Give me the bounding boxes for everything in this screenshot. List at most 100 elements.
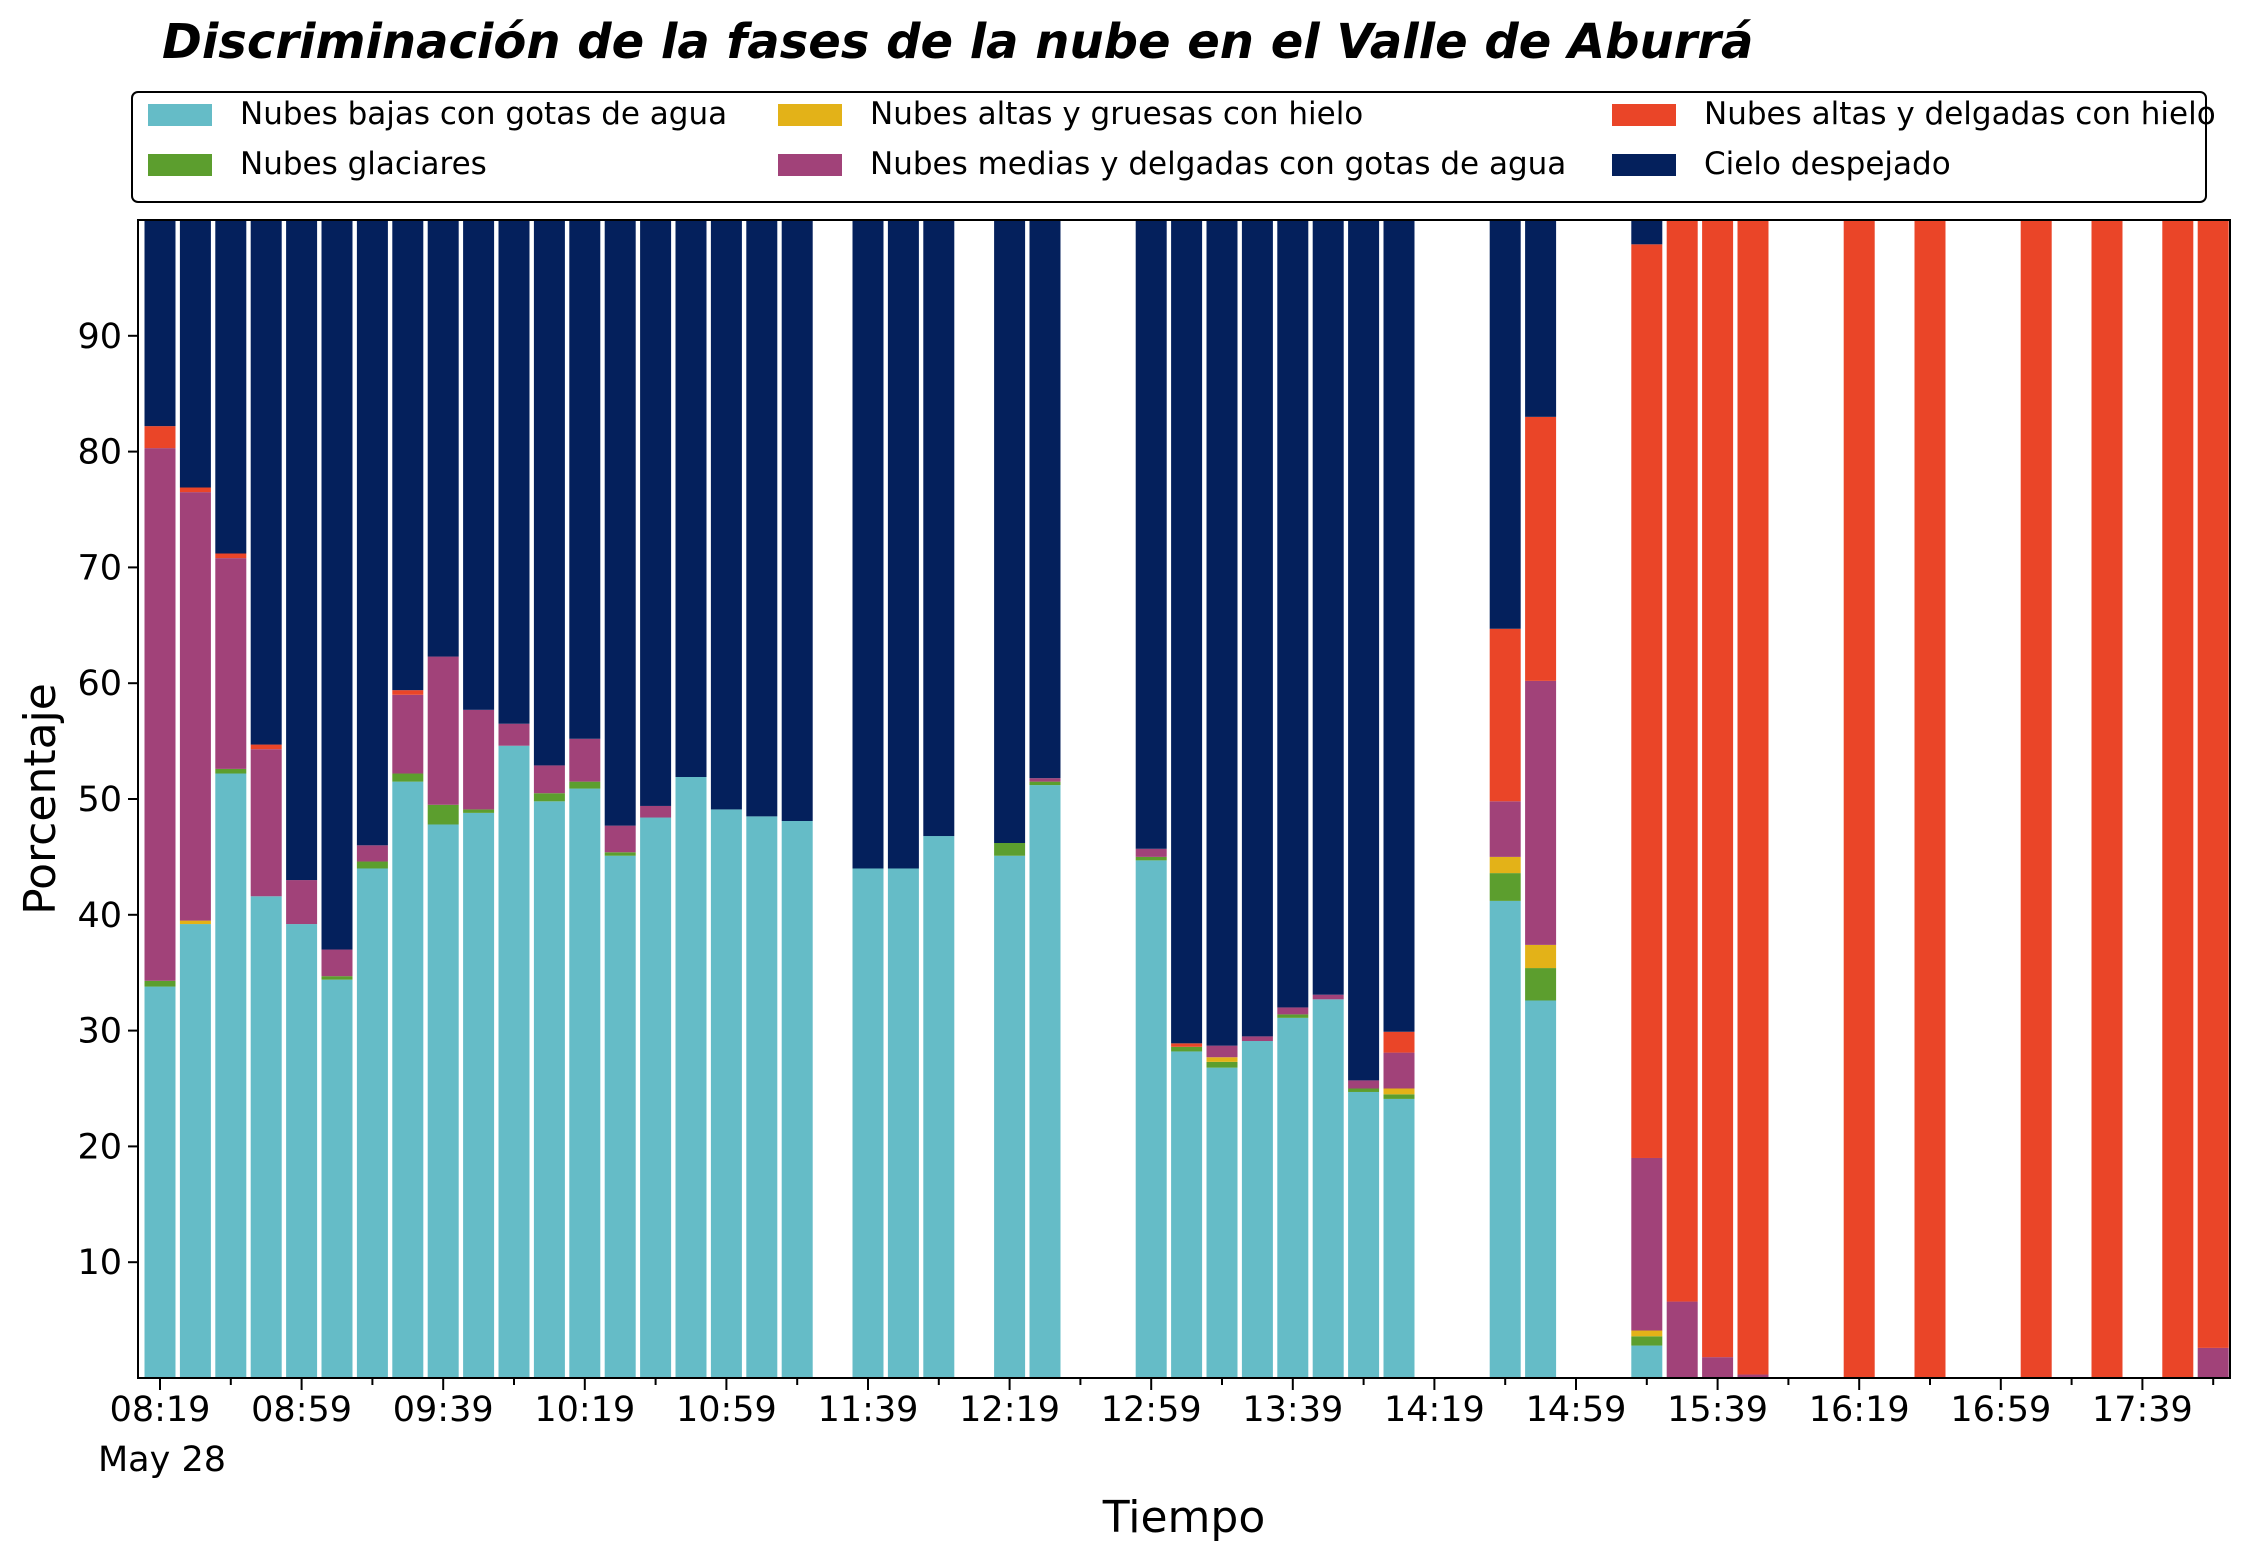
bar-nubes-bajas-con-gotas-de-agua-0829 xyxy=(179,924,211,1378)
bar-nubes-bajas-con-gotas-de-agua-1519 xyxy=(1631,1345,1663,1378)
bar-nubes-medias-y-delgadas-con-gotas-de-agua-1019 xyxy=(569,738,601,782)
bar-cielo-despejado-1519 xyxy=(1631,220,1663,245)
bar-nubes-bajas-con-gotas-de-agua-1409 xyxy=(1383,1098,1415,1378)
bar-nubes-medias-y-delgadas-con-gotas-de-agua-1009 xyxy=(533,765,565,794)
x-tick-label: 16:19 xyxy=(1809,1390,1910,1430)
bar-nubes-medias-y-delgadas-con-gotas-de-agua-0859 xyxy=(286,880,318,925)
bar-cielo-despejado-1019 xyxy=(569,220,601,739)
bar-nubes-bajas-con-gotas-de-agua-1349 xyxy=(1312,999,1344,1378)
bar-nubes-medias-y-delgadas-con-gotas-de-agua-0929 xyxy=(392,694,424,774)
bar-cielo-despejado-0819 xyxy=(144,220,176,427)
bar-cielo-despejado-1119 xyxy=(781,220,813,821)
bar-nubes-glaciares-0919 xyxy=(356,861,388,869)
bar-cielo-despejado-1049 xyxy=(675,220,707,777)
bar-cielo-despejado-1329 xyxy=(1241,220,1273,1037)
legend-label-nubes-medias-y-delgadas-con-gotas-de-agua: Nubes medias y delgadas con gotas de agu… xyxy=(870,146,1566,182)
legend-swatch-cielo-despejado xyxy=(1612,154,1676,176)
legend-swatch-nubes-medias-y-delgadas-con-gotas-de-agua xyxy=(778,154,842,176)
y-tick-label: 10 xyxy=(77,1243,122,1283)
date-label: May 28 xyxy=(98,1440,226,1480)
x-tick-label: 12:19 xyxy=(959,1390,1060,1430)
bar-nubes-bajas-con-gotas-de-agua-0849 xyxy=(250,896,282,1378)
legend-label-nubes-glaciares: Nubes glaciares xyxy=(240,146,487,182)
bar-nubes-altas-y-delgadas-con-hielo-1539 xyxy=(1702,220,1734,1358)
y-axis-label: Porcentaje xyxy=(15,683,66,915)
x-tick-label: 14:59 xyxy=(1526,1390,1627,1430)
bar-nubes-bajas-con-gotas-de-agua-1149 xyxy=(887,868,919,1378)
bar-nubes-bajas-con-gotas-de-agua-1159 xyxy=(923,836,955,1378)
bar-nubes-bajas-con-gotas-de-agua-1039 xyxy=(640,817,672,1378)
bar-nubes-glaciares-1449 xyxy=(1525,968,1557,1001)
chart-title: Discriminación de la fases de la nube en… xyxy=(162,14,1753,70)
legend-label-nubes-bajas-con-gotas-de-agua: Nubes bajas con gotas de agua xyxy=(240,96,727,132)
bar-nubes-glaciares-1359 xyxy=(1348,1088,1380,1092)
bar-cielo-despejado-1259 xyxy=(1135,220,1167,849)
bar-nubes-medias-y-delgadas-con-gotas-de-agua-1039 xyxy=(640,805,672,818)
bar-nubes-bajas-con-gotas-de-agua-0819 xyxy=(144,986,176,1378)
bar-cielo-despejado-1339 xyxy=(1277,220,1309,1008)
bar-nubes-glaciares-0929 xyxy=(392,773,424,782)
bar-cielo-despejado-1159 xyxy=(923,220,955,837)
bar-cielo-despejado-1449 xyxy=(1525,220,1557,417)
y-tick-label: 40 xyxy=(77,896,122,936)
bar-cielo-despejado-0939 xyxy=(427,220,459,657)
bar-cielo-despejado-1219 xyxy=(994,220,1026,843)
bar-nubes-glaciares-1009 xyxy=(533,793,565,802)
bar-nubes-bajas-con-gotas-de-agua-0909 xyxy=(321,979,353,1378)
y-axis: 10 20 30 40 50 60 70 80 90 xyxy=(77,317,138,1283)
y-tick-label: 70 xyxy=(77,548,122,588)
y-tick-label: 30 xyxy=(77,1012,122,1052)
bar-nubes-bajas-con-gotas-de-agua-1259 xyxy=(1135,860,1167,1378)
bar-nubes-altas-y-delgadas-con-hielo-1639 xyxy=(1914,220,1946,1378)
bar-nubes-medias-y-delgadas-con-gotas-de-agua-0939 xyxy=(427,656,459,805)
bar-nubes-medias-y-delgadas-con-gotas-de-agua-1539 xyxy=(1702,1357,1734,1378)
bar-nubes-altas-y-gruesas-con-hielo-1409 xyxy=(1383,1088,1415,1095)
y-tick-label: 80 xyxy=(77,433,122,473)
y-tick-label: 20 xyxy=(77,1127,122,1167)
bar-nubes-medias-y-delgadas-con-gotas-de-agua-1339 xyxy=(1277,1007,1309,1015)
bar-nubes-altas-y-delgadas-con-hielo-1549 xyxy=(1737,220,1769,1375)
x-tick-label: 14:19 xyxy=(1384,1390,1485,1430)
bar-nubes-medias-y-delgadas-con-gotas-de-agua-1549 xyxy=(1737,1374,1769,1378)
bar-cielo-despejado-0849 xyxy=(250,220,282,745)
bar-nubes-altas-y-delgadas-con-hielo-1749 xyxy=(2162,220,2194,1378)
bar-nubes-altas-y-gruesas-con-hielo-1449 xyxy=(1525,944,1557,969)
bar-nubes-altas-y-gruesas-con-hielo-1519 xyxy=(1631,1330,1663,1337)
bar-cielo-despejado-1109 xyxy=(746,220,778,817)
x-axis-label: Tiempo xyxy=(1102,1492,1266,1543)
bar-nubes-bajas-con-gotas-de-agua-0959 xyxy=(498,745,530,1378)
legend-frame xyxy=(131,91,2207,203)
bar-nubes-altas-y-delgadas-con-hielo-1759 xyxy=(2197,220,2229,1348)
bar-nubes-glaciares-0839 xyxy=(215,768,247,774)
bar-nubes-glaciares-1309 xyxy=(1171,1046,1203,1052)
bar-nubes-altas-y-delgadas-con-hielo-0819 xyxy=(144,426,176,449)
legend-label-cielo-despejado: Cielo despejado xyxy=(1704,146,1951,182)
bar-nubes-medias-y-delgadas-con-gotas-de-agua-1359 xyxy=(1348,1080,1380,1089)
bar-nubes-medias-y-delgadas-con-gotas-de-agua-1449 xyxy=(1525,680,1557,945)
bar-nubes-altas-y-delgadas-con-hielo-0849 xyxy=(250,744,282,750)
x-tick-label: 10:19 xyxy=(534,1390,635,1430)
legend-swatch-nubes-altas-y-gruesas-con-hielo xyxy=(778,104,842,126)
bar-nubes-glaciares-1519 xyxy=(1631,1336,1663,1346)
bar-nubes-bajas-con-gotas-de-agua-1139 xyxy=(852,868,884,1378)
bar-nubes-medias-y-delgadas-con-gotas-de-agua-1519 xyxy=(1631,1157,1663,1331)
bar-nubes-altas-y-delgadas-con-hielo-1309 xyxy=(1171,1043,1203,1047)
bar-nubes-bajas-con-gotas-de-agua-1229 xyxy=(1029,785,1061,1378)
bar-nubes-medias-y-delgadas-con-gotas-de-agua-1259 xyxy=(1135,848,1167,857)
bar-cielo-despejado-1009 xyxy=(533,220,565,766)
bar-nubes-medias-y-delgadas-con-gotas-de-agua-0909 xyxy=(321,949,353,977)
x-tick-label: 11:39 xyxy=(818,1390,919,1430)
bar-nubes-medias-y-delgadas-con-gotas-de-agua-0959 xyxy=(498,723,530,746)
bar-nubes-medias-y-delgadas-con-gotas-de-agua-0849 xyxy=(250,749,282,897)
bar-nubes-medias-y-delgadas-con-gotas-de-agua-0839 xyxy=(215,558,247,769)
bar-nubes-glaciares-1219 xyxy=(994,843,1026,856)
bar-nubes-bajas-con-gotas-de-agua-1029 xyxy=(604,855,636,1378)
bar-nubes-medias-y-delgadas-con-gotas-de-agua-1029 xyxy=(604,825,636,853)
bar-nubes-bajas-con-gotas-de-agua-1339 xyxy=(1277,1017,1309,1378)
legend-label-nubes-altas-y-delgadas-con-hielo: Nubes altas y delgadas con hielo xyxy=(1704,96,2216,132)
bar-nubes-bajas-con-gotas-de-agua-1009 xyxy=(533,801,565,1378)
bar-cielo-despejado-1409 xyxy=(1383,220,1415,1032)
bar-nubes-medias-y-delgadas-con-gotas-de-agua-1409 xyxy=(1383,1052,1415,1089)
legend-swatch-nubes-bajas-con-gotas-de-agua xyxy=(148,104,212,126)
